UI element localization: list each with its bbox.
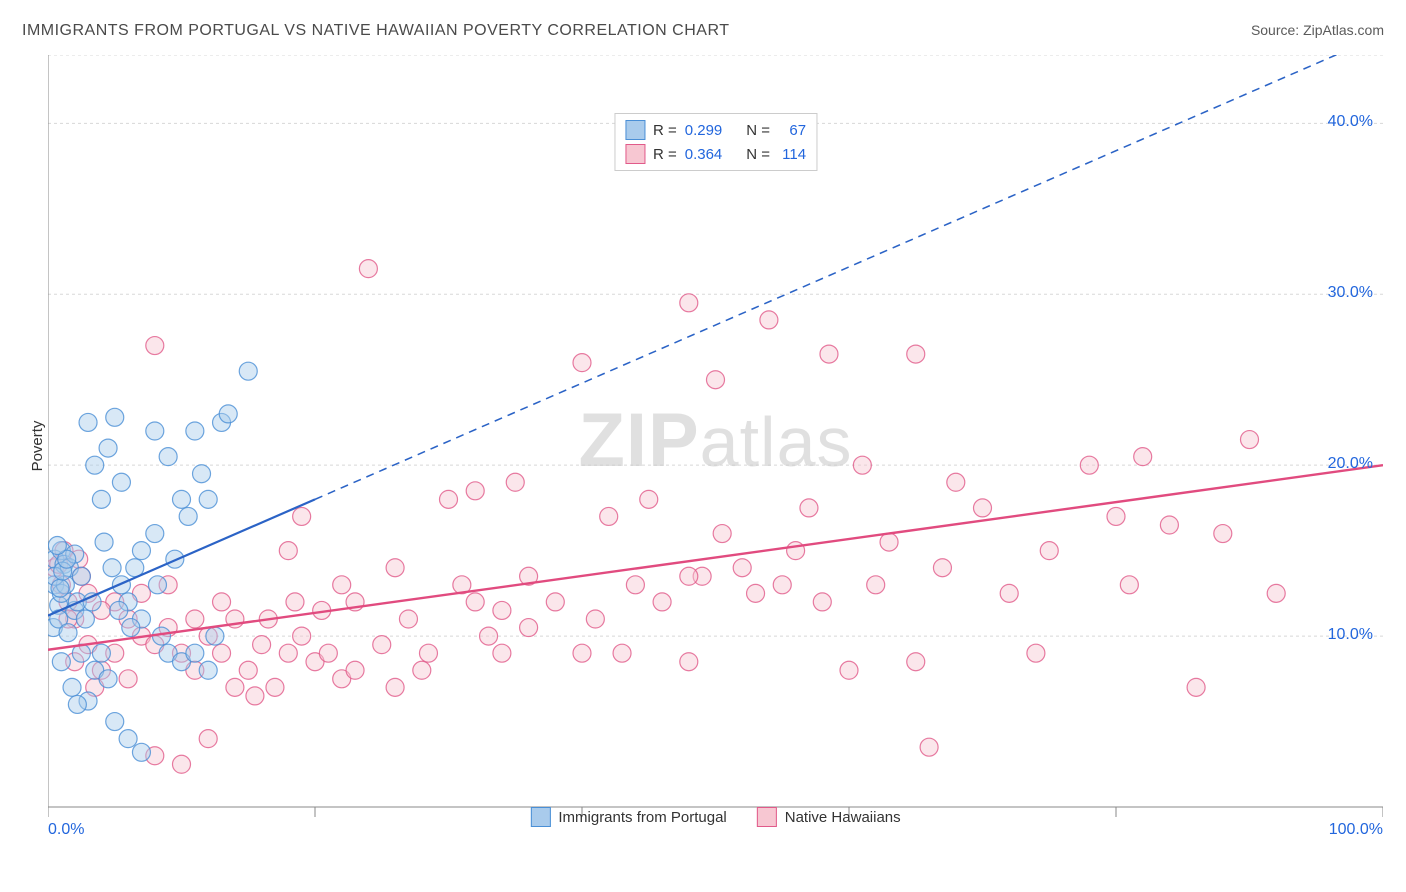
legend-item-portugal: Immigrants from Portugal	[530, 807, 726, 827]
r-label: R =	[653, 122, 677, 139]
y-axis-label: Poverty	[29, 421, 46, 472]
n-value-hawaiian: 114	[778, 146, 806, 163]
r-label: R =	[653, 146, 677, 163]
scatter-chart-svg	[48, 55, 1383, 835]
chart-title: IMMIGRANTS FROM PORTUGAL VS NATIVE HAWAI…	[22, 22, 729, 40]
legend-label-hawaiian: Native Hawaiians	[785, 809, 901, 826]
y-axis-tick-label: 20.0%	[1328, 455, 1373, 473]
swatch-portugal	[530, 807, 550, 827]
x-axis-max-label: 100.0%	[1329, 821, 1383, 839]
legend-row-hawaiian: R = 0.364 N = 114	[625, 142, 806, 166]
r-value-portugal: 0.299	[685, 122, 723, 139]
chart-area: ZIPatlas R = 0.299 N = 67 R = 0.364 N = …	[48, 55, 1383, 835]
series-legend: Immigrants from Portugal Native Hawaiian…	[530, 807, 900, 827]
correlation-legend: R = 0.299 N = 67 R = 0.364 N = 114	[614, 113, 817, 171]
n-label: N =	[746, 122, 770, 139]
y-axis-tick-label: 30.0%	[1328, 284, 1373, 302]
legend-label-portugal: Immigrants from Portugal	[558, 809, 726, 826]
source-attribution: Source: ZipAtlas.com	[1251, 22, 1384, 38]
r-value-hawaiian: 0.364	[685, 146, 723, 163]
n-value-portugal: 67	[778, 122, 806, 139]
legend-item-hawaiian: Native Hawaiians	[757, 807, 901, 827]
legend-row-portugal: R = 0.299 N = 67	[625, 118, 806, 142]
x-axis-min-label: 0.0%	[48, 821, 84, 839]
y-axis-tick-label: 10.0%	[1328, 626, 1373, 644]
swatch-hawaiian	[757, 807, 777, 827]
n-label: N =	[746, 146, 770, 163]
swatch-portugal	[625, 120, 645, 140]
swatch-hawaiian	[625, 144, 645, 164]
y-axis-tick-label: 40.0%	[1328, 113, 1373, 131]
